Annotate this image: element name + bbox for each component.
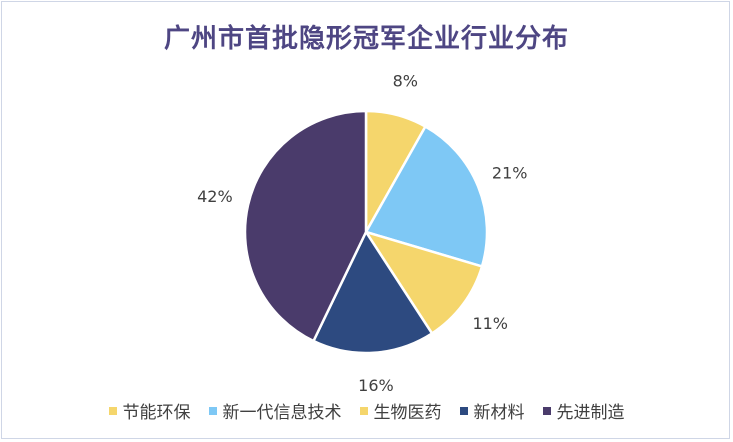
- legend-swatch-3: [359, 406, 368, 415]
- legend-item-3: 生物医药: [359, 398, 442, 423]
- data-label-4: 16%: [358, 376, 394, 395]
- legend-label-3: 生物医药: [373, 403, 442, 423]
- pie-slice-4: [311, 229, 434, 355]
- legend-swatch-1: [108, 406, 117, 415]
- pie-slice-3: [363, 229, 484, 336]
- legend-item-2: 新一代信息技术: [208, 398, 342, 423]
- data-label-2: 21%: [492, 163, 528, 182]
- legend-swatch-5: [542, 406, 551, 415]
- legend-swatch-4: [459, 406, 468, 415]
- legend-item-5: 先进制造: [542, 398, 625, 423]
- legend-label-1: 节能环保: [122, 403, 191, 423]
- legend-swatch-2: [208, 406, 217, 415]
- data-label-5: 42%: [197, 187, 233, 206]
- pie-slice-5: [243, 109, 368, 343]
- chart-title: 广州市首批隐形冠军企业行业分布: [163, 24, 569, 54]
- data-label-3: 11%: [472, 314, 508, 333]
- legend-label-4: 新材料: [473, 403, 525, 423]
- legend-label-2: 新一代信息技术: [222, 403, 342, 423]
- legend: 节能环保 新一代信息技术 生物医药 新材料 先进制造: [0, 398, 733, 423]
- legend-item-4: 新材料: [459, 398, 525, 423]
- legend-item-1: 节能环保: [108, 398, 191, 423]
- data-label-1: 8%: [393, 72, 418, 91]
- legend-label-5: 先进制造: [556, 403, 625, 423]
- pie-slice-2: [364, 124, 489, 268]
